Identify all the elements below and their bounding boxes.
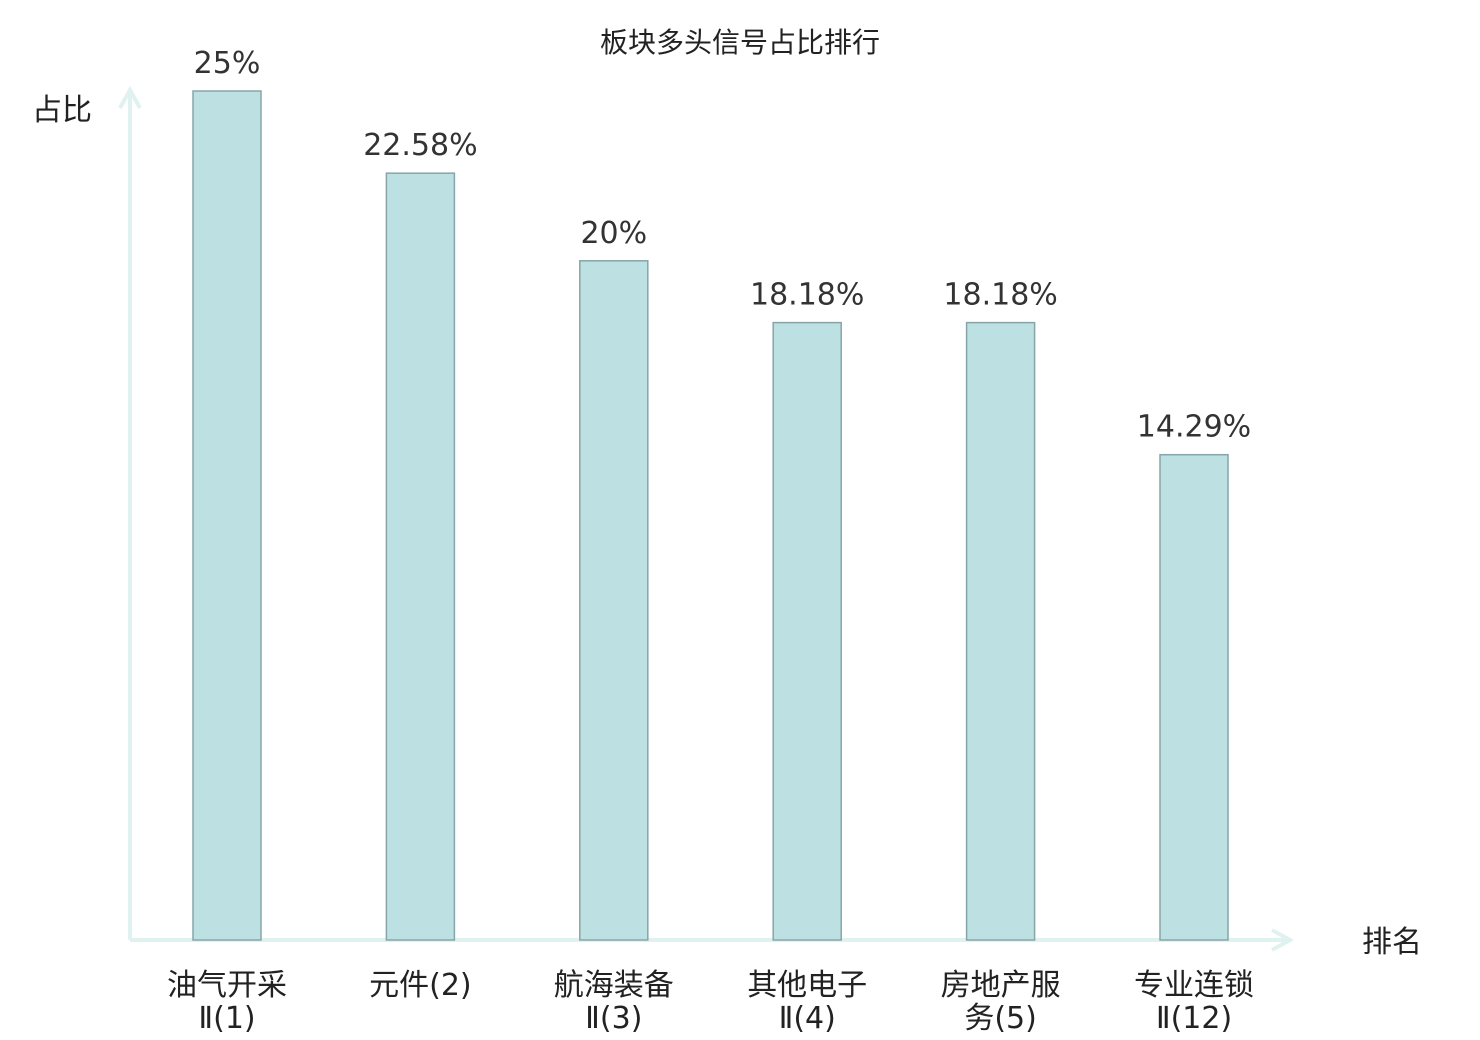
y-axis-label: 占比 xyxy=(32,93,92,128)
value-label: 14.29% xyxy=(1137,410,1251,445)
value-label: 20% xyxy=(580,216,647,251)
chart-title: 板块多头信号占比排行 xyxy=(600,26,880,59)
x-tick-label: 航海装备 xyxy=(554,968,674,1003)
value-label: 18.18% xyxy=(943,278,1057,313)
x-tick-label: Ⅱ(12) xyxy=(1156,1001,1232,1036)
x-tick-label: 油气开采 xyxy=(167,968,287,1003)
x-tick-label: 务(5) xyxy=(964,1001,1037,1036)
value-label: 25% xyxy=(194,46,261,81)
value-label: 18.18% xyxy=(750,278,864,313)
bar xyxy=(1159,453,1229,941)
bar xyxy=(579,260,649,941)
value-label: 22.58% xyxy=(363,128,477,163)
value-labels-group: 25% 22.58% 20% 18.18% 18.18% 14.29% xyxy=(194,46,1252,445)
x-tick-label: 专业连锁 xyxy=(1134,968,1254,1003)
x-tick-label: Ⅱ(1) xyxy=(198,1001,255,1036)
x-tick-label: Ⅱ(3) xyxy=(585,1001,642,1036)
x-tick-label: 元件(2) xyxy=(369,968,472,1003)
x-axis-label: 排名 xyxy=(1362,925,1422,960)
bar xyxy=(772,321,842,941)
x-tick-label: 房地产服 xyxy=(941,968,1061,1003)
x-axis-arrow-icon xyxy=(1271,928,1295,952)
bar xyxy=(385,172,456,941)
bars-group xyxy=(192,90,1229,941)
x-tick-label: Ⅱ(4) xyxy=(779,1001,836,1036)
axes xyxy=(118,85,1295,952)
y-axis-arrow-icon xyxy=(118,85,142,109)
bar xyxy=(965,321,1036,941)
bar xyxy=(192,90,262,941)
x-tick-label: 其他电子 xyxy=(747,968,867,1003)
